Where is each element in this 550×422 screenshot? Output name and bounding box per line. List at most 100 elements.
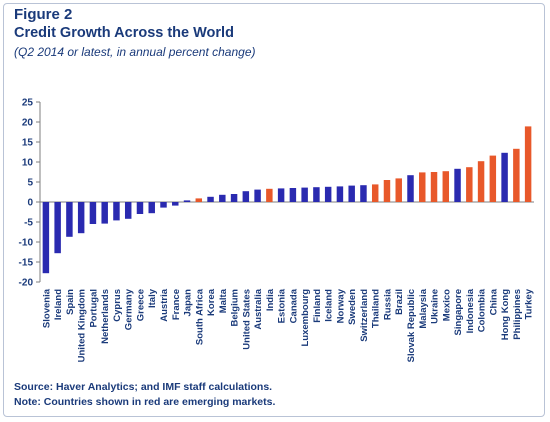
bar [183, 200, 191, 202]
bar [101, 202, 108, 224]
category-label: Brazil [394, 289, 405, 315]
category-label: Sweden [347, 289, 358, 325]
category-label: Slovak Republic [406, 289, 417, 362]
category-label: Mexico [441, 289, 452, 321]
category-label: Netherlands [100, 289, 111, 344]
bar [313, 187, 320, 202]
category-label: Colombia [477, 288, 488, 332]
category-label: Greece [135, 289, 146, 321]
bar [324, 186, 332, 202]
category-label: Malaysia [418, 288, 429, 328]
bar [371, 184, 379, 202]
bar [524, 126, 532, 202]
bar [466, 167, 473, 202]
category-label: Finland [312, 289, 323, 323]
category-label: Italy [147, 288, 158, 308]
category-label: Malta [218, 288, 229, 313]
bar [66, 202, 73, 237]
chart-subtitle: (Q2 2014 or latest, in annual percent ch… [14, 45, 256, 59]
bar [242, 191, 250, 202]
category-label: Hong Kong [500, 289, 511, 340]
category-label: Switzerland [359, 289, 370, 342]
category-label: Thailand [371, 289, 382, 328]
category-label: India [265, 288, 276, 311]
category-label: United States [241, 289, 252, 350]
category-label: Indonesia [465, 288, 476, 333]
bar [195, 198, 203, 202]
y-tick-label: 5 [27, 178, 33, 189]
bar [477, 161, 485, 202]
category-label: Austria [159, 288, 170, 321]
category-label: United Kingdom [77, 289, 88, 362]
y-tick-label: -10 [19, 238, 34, 249]
bar [207, 196, 214, 202]
category-label: South Africa [194, 288, 205, 345]
bar [42, 202, 50, 274]
bar [77, 202, 85, 234]
y-tick-label: -5 [24, 218, 33, 229]
category-label: Slovenia [41, 288, 52, 328]
bar [254, 189, 261, 202]
bar [407, 175, 414, 202]
y-tick-label: -20 [19, 278, 34, 289]
bar [419, 172, 426, 202]
y-tick-label: 10 [22, 158, 34, 169]
bar [301, 187, 308, 202]
category-label: Belgium [230, 289, 241, 326]
category-label: Iceland [324, 289, 335, 322]
y-tick-label: 20 [22, 118, 34, 129]
category-label: Canada [288, 288, 299, 323]
category-label: Estonia [277, 288, 288, 323]
y-tick-label: 15 [22, 138, 34, 149]
category-label: Ireland [53, 289, 64, 320]
category-label: Russia [382, 288, 393, 320]
figure-label: Figure 2 [14, 6, 73, 23]
category-label: Korea [206, 288, 217, 316]
bar [395, 178, 402, 202]
bar [454, 168, 461, 202]
bar [160, 202, 167, 208]
bar [124, 202, 132, 219]
bar [442, 171, 450, 202]
bar [430, 172, 438, 202]
category-label: China [488, 288, 499, 315]
y-tick-label: 0 [27, 198, 33, 209]
bar [383, 180, 391, 202]
bar [501, 152, 508, 202]
category-label: Luxembourg [300, 289, 311, 347]
category-label: Australia [253, 288, 264, 329]
bar [230, 194, 238, 202]
chart-title: Credit Growth Across the World [14, 25, 234, 41]
bar [266, 188, 273, 202]
y-tick-label: -15 [19, 258, 34, 269]
source-note: Source: Haver Analytics; and IMF staff c… [14, 381, 273, 393]
bar [136, 202, 144, 214]
category-label: Ukraine [430, 289, 441, 324]
y-tick-label: 25 [22, 98, 34, 109]
category-label: Singapore [453, 289, 464, 335]
category-label: Cyprus [112, 289, 123, 322]
bar [513, 148, 520, 202]
category-label: Japan [183, 289, 194, 317]
legend-note: Note: Countries shown in red are emergin… [14, 396, 276, 408]
category-label: Norway [335, 288, 346, 323]
bar [54, 202, 61, 254]
bar [336, 186, 344, 202]
bar [289, 188, 297, 202]
category-label: Turkey [524, 288, 535, 319]
bar [348, 185, 355, 202]
bar [277, 188, 285, 202]
bar [172, 202, 179, 206]
bar [89, 202, 97, 224]
category-label: Philippines [512, 289, 523, 340]
category-label: Germany [124, 288, 135, 330]
category-label: Portugal [88, 289, 99, 328]
bar [360, 185, 367, 202]
bar [148, 202, 155, 214]
category-label: Spain [65, 289, 76, 315]
bar [219, 194, 226, 202]
bar [113, 202, 120, 221]
bar [489, 155, 497, 202]
category-label: France [171, 289, 182, 320]
